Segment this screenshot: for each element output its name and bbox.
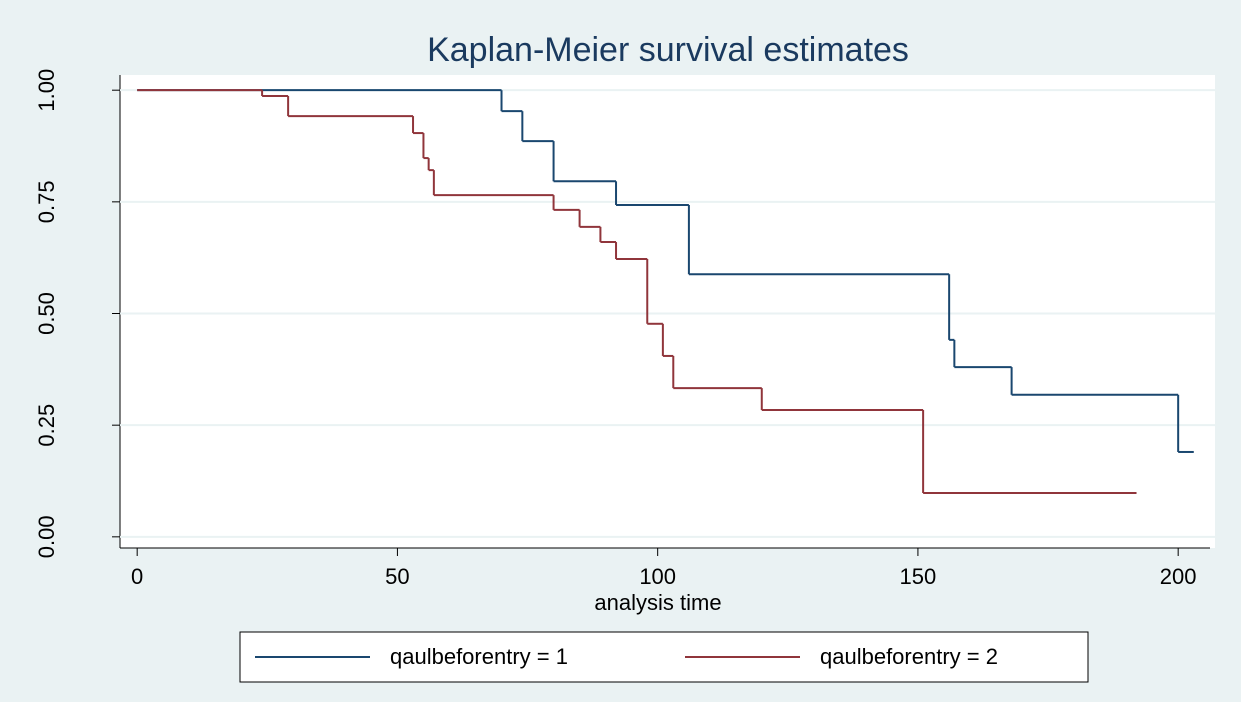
y-tick-label: 0.50 xyxy=(34,292,59,335)
x-tick-label: 150 xyxy=(900,564,937,589)
legend-label: qaulbeforentry = 2 xyxy=(820,644,998,669)
y-tick-label: 1.00 xyxy=(34,69,59,112)
legend xyxy=(239,631,1089,683)
x-tick-label: 200 xyxy=(1160,564,1197,589)
y-tick-label: 0.25 xyxy=(34,404,59,447)
legend-label: qaulbeforentry = 1 xyxy=(390,644,568,669)
y-tick-label: 0.75 xyxy=(34,180,59,223)
x-tick-label: 100 xyxy=(639,564,676,589)
plot-area xyxy=(120,75,1215,548)
x-tick-label: 0 xyxy=(131,564,143,589)
y-tick-label: 0.00 xyxy=(34,515,59,558)
chart-title: Kaplan-Meier survival estimates xyxy=(427,31,909,69)
x-tick-label: 50 xyxy=(385,564,409,589)
x-axis-title: analysis time xyxy=(594,590,721,615)
